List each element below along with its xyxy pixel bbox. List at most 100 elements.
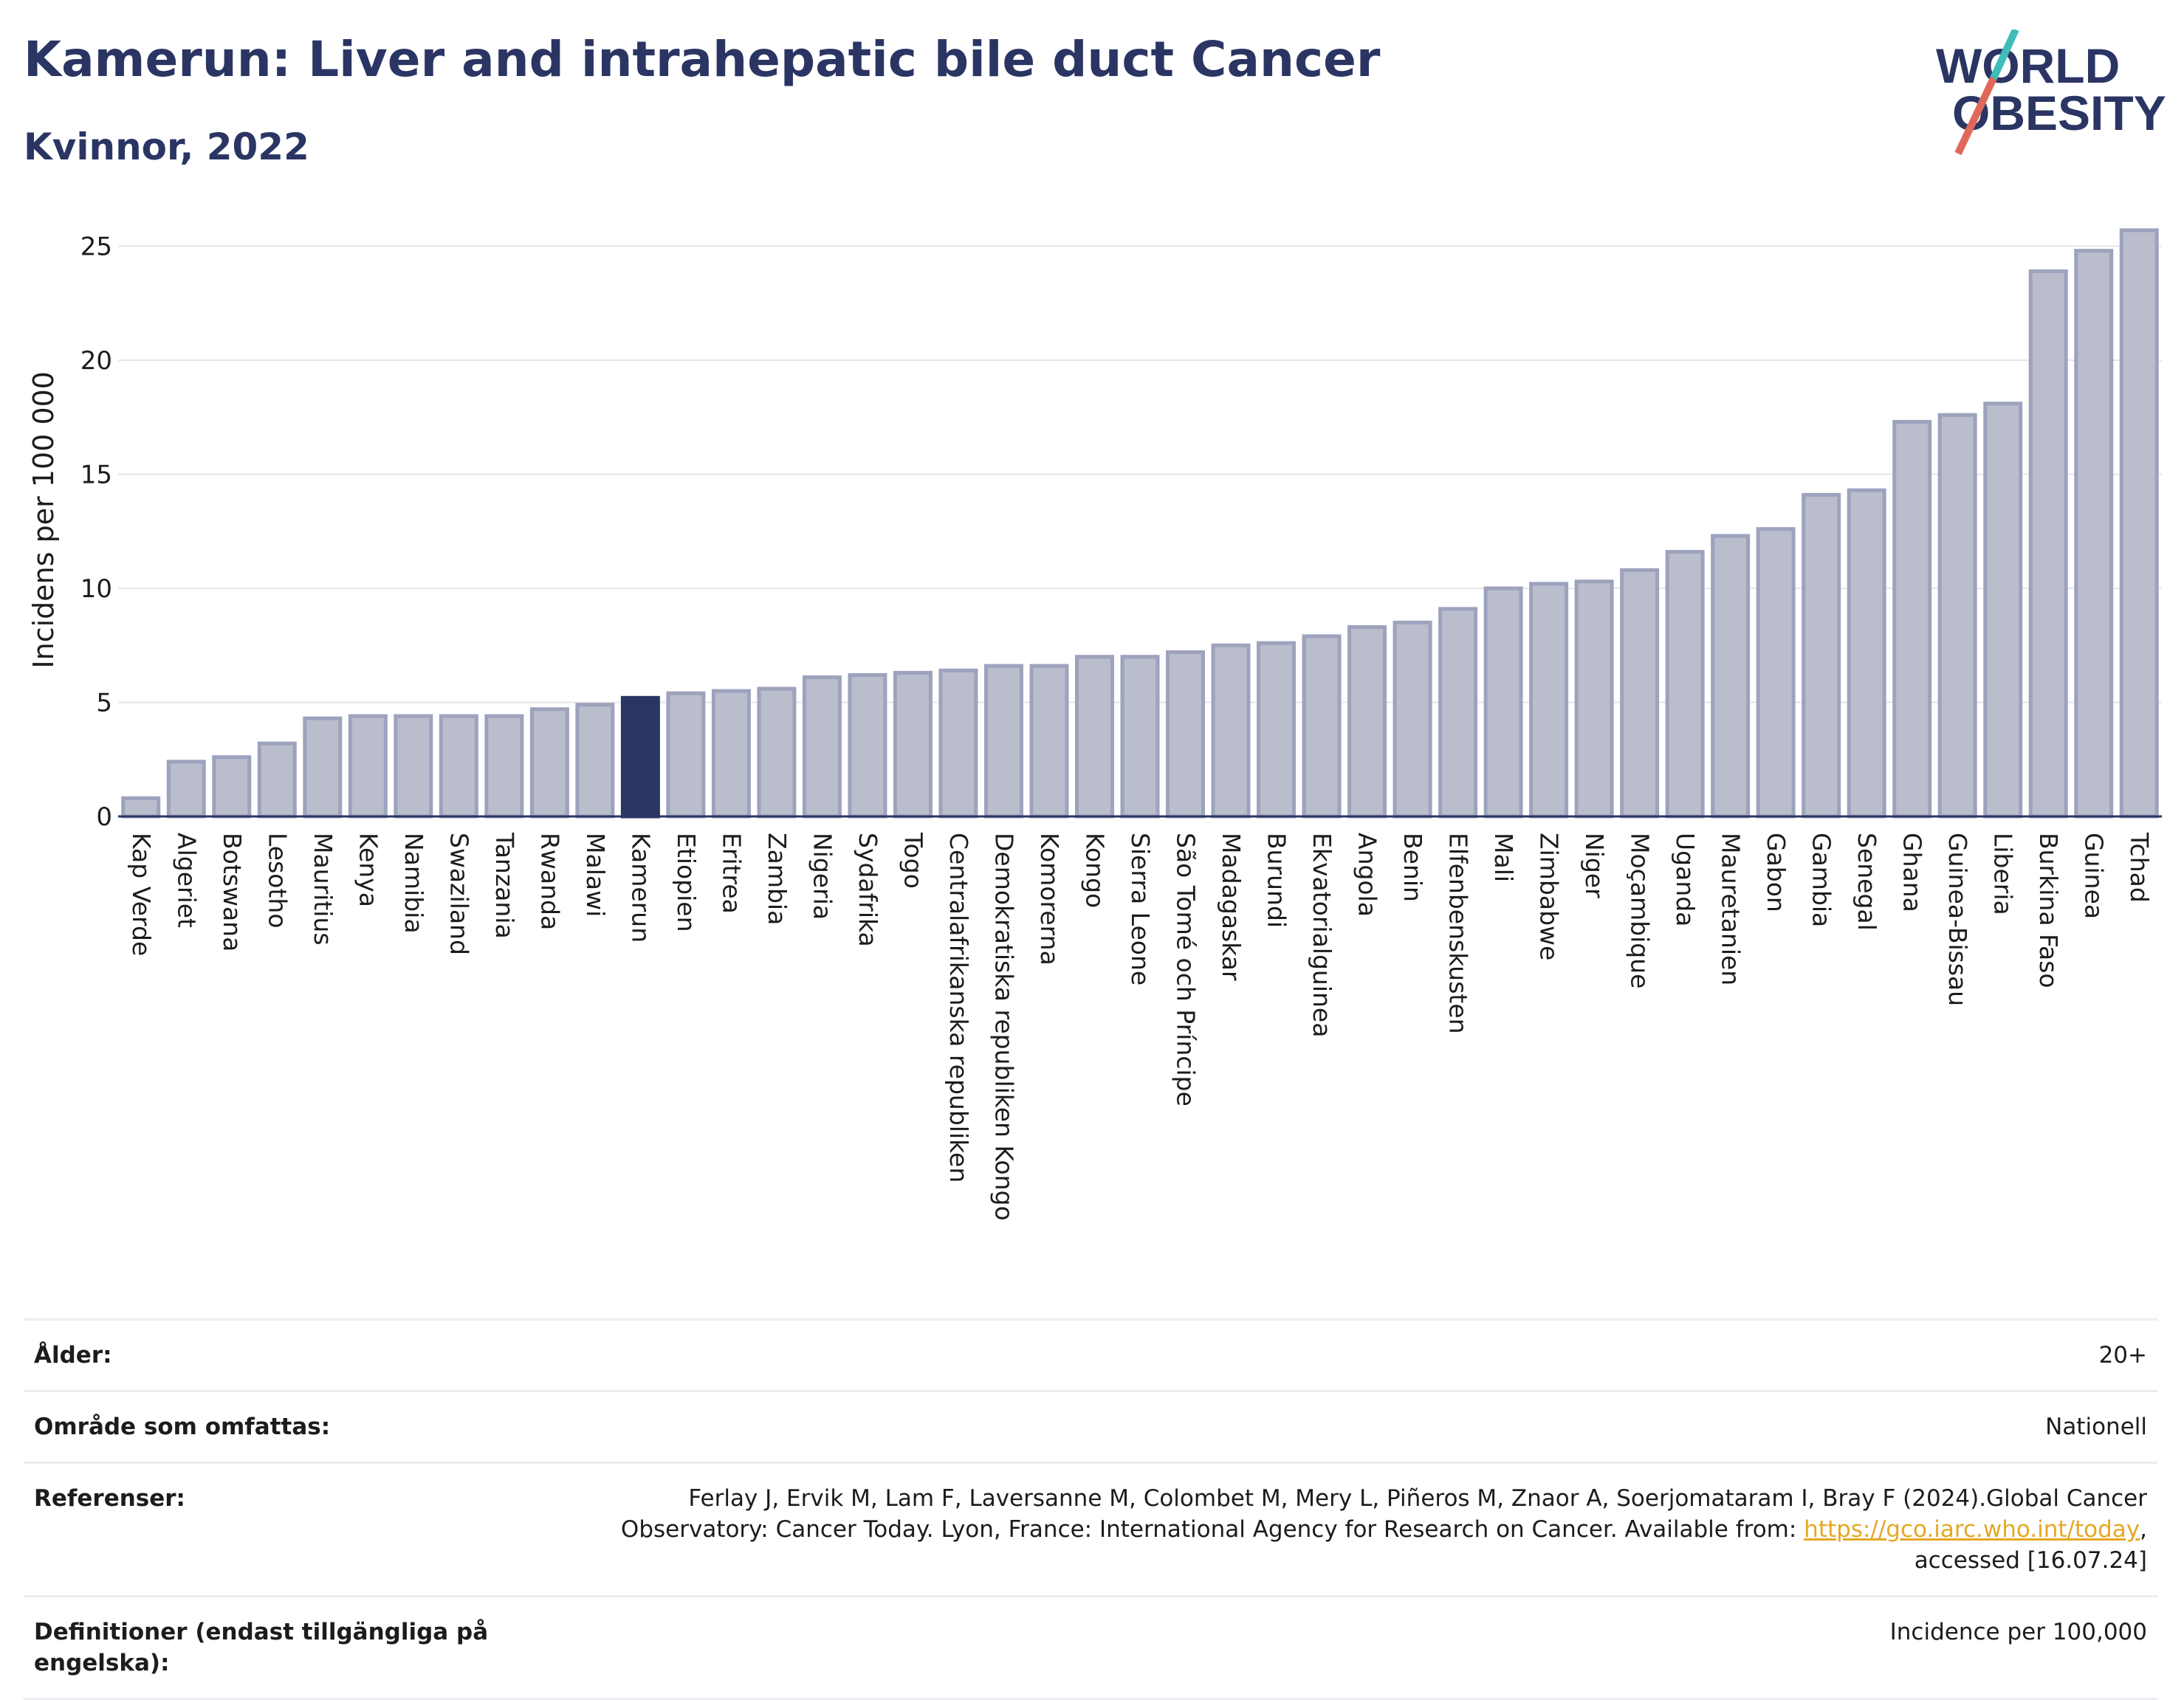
bar-namibia	[394, 714, 433, 819]
x-tick-label: Botswana	[218, 833, 247, 951]
x-tick-label: Ekvatorialguinea	[1308, 833, 1336, 1037]
bar-madagaskar	[1211, 643, 1251, 819]
world-obesity-logo: WORLD OBESITY	[1936, 30, 2166, 156]
info-value-area: Nationell	[2045, 1414, 2147, 1440]
x-tick-label: Madagaskar	[1217, 833, 1246, 981]
x-tick-label: Etiopien	[672, 833, 701, 932]
x-tick-labels: Kap Verde Algeriet Botswana Lesotho Mauritiu…	[127, 832, 2154, 1221]
x-tick-label: Nigeria	[808, 833, 837, 920]
x-tick-label: Kenya	[354, 833, 382, 907]
bar-etiopien	[666, 691, 706, 819]
x-tick-label: Zambia	[763, 833, 791, 925]
x-tick-label: Tanzania	[490, 832, 519, 939]
info-key-definitions: Definitioner (endast tillgängliga på eng…	[34, 1619, 489, 1676]
bar-burkina-faso	[2028, 269, 2068, 819]
x-tick-label: São Tomé och Príncipe	[1172, 833, 1201, 1107]
y-tick-label: 15	[80, 461, 112, 490]
bar-senegal	[1847, 488, 1886, 819]
y-tick-label: 5	[96, 689, 112, 718]
bar-gabon	[1756, 527, 1796, 819]
bar-niger	[1574, 579, 1614, 819]
bar-mauritius	[303, 716, 343, 819]
bar-sydafrika	[848, 672, 887, 819]
bar-angola	[1347, 625, 1387, 819]
bar-malawi	[575, 703, 615, 819]
info-key-age: Ålder:	[34, 1342, 112, 1369]
x-tick-label: Namibia	[399, 833, 428, 934]
x-tick-label: Niger	[1580, 833, 1609, 898]
bars	[121, 228, 2159, 819]
x-tick-label: Centralafrikanska republiken	[944, 833, 973, 1183]
info-row-area: Område som omfattas: Nationell	[24, 1390, 2157, 1462]
bar-centralafrikanska-republiken	[938, 668, 978, 819]
info-row-references: Referenser: Ferlay J, Ervik M, Lam F, La…	[24, 1462, 2157, 1595]
bar-ekvatorialguinea	[1302, 634, 1342, 819]
y-tick-label: 25	[80, 233, 112, 262]
x-tick-label: Angola	[1353, 833, 1382, 917]
bar-botswana	[212, 755, 252, 819]
bar-guinea	[2074, 249, 2114, 819]
info-value-references: Ferlay J, Ervik M, Lam F, Laversanne M, …	[538, 1483, 2147, 1576]
bar-tchad	[2119, 228, 2159, 819]
info-value-age: 20+	[2098, 1342, 2147, 1369]
x-tick-label: Guinea	[2080, 833, 2109, 919]
reference-link[interactable]: https://gco.iarc.who.int/today	[1804, 1516, 2140, 1543]
bar-zambia	[757, 686, 797, 819]
x-tick-label: Demokratiska republiken Kongo	[989, 833, 1018, 1221]
x-tick-label: Senegal	[1852, 833, 1881, 931]
x-tick-label: Algeriet	[172, 833, 201, 928]
x-tick-label: Malawi	[581, 833, 610, 917]
x-tick-label: Burundi	[1263, 833, 1291, 928]
x-tick-label: Mauretanien	[1717, 833, 1745, 985]
chart-subtitle: Kvinnor, 2022	[24, 125, 309, 168]
bar-guinea-bissau	[1937, 413, 1977, 819]
bar-elfenbenskusten	[1438, 607, 1478, 819]
x-tick-label: Guinea-Bissau	[1943, 833, 1972, 1006]
bar-kongo	[1074, 655, 1114, 819]
y-axis-label: Incidens per 100 000	[27, 371, 60, 669]
bar-ghana	[1892, 419, 1932, 819]
y-tick-label: 0	[96, 802, 112, 832]
bar-kamerun	[620, 695, 660, 819]
bar-mo-ambique	[1620, 568, 1660, 819]
info-value-definitions: Incidence per 100,000	[1889, 1619, 2147, 1645]
bar-burundi	[1257, 641, 1297, 819]
bar-lesotho	[257, 741, 297, 819]
bar-gambia	[1802, 492, 1841, 819]
logo-slash-teal	[1990, 30, 2019, 80]
bar-rwanda	[529, 707, 569, 819]
x-tick-label: Komorerna	[1035, 833, 1064, 966]
reference-line2-post: ,	[2140, 1516, 2147, 1543]
y-tick-labels: 0 5 10 15 20 25	[80, 233, 112, 833]
logo-line1: WORLD	[1936, 38, 2120, 93]
x-tick-label: Swaziland	[444, 833, 473, 955]
bar-mali	[1483, 586, 1523, 819]
info-row-age: Ålder: 20+	[24, 1318, 2157, 1390]
x-tick-label: Gambia	[1807, 833, 1836, 927]
bar-algeriet	[166, 760, 206, 819]
bar-togo	[893, 670, 933, 819]
info-row-definitions: Definitioner (endast tillgängliga på eng…	[24, 1595, 2157, 1700]
x-tick-label: Kongo	[1080, 833, 1109, 908]
info-key-area: Område som omfattas:	[34, 1414, 331, 1440]
chart-title: Kamerun: Liver and intrahepatic bile duc…	[24, 31, 1381, 88]
bar-uganda	[1665, 550, 1705, 819]
reference-line2-pre: Observatory: Cancer Today. Lyon, France:…	[620, 1516, 1804, 1543]
bar-mauretanien	[1711, 534, 1751, 819]
x-tick-label: Mali	[1489, 833, 1518, 882]
bar-sierra-leone	[1120, 655, 1160, 819]
x-tick-label: Benin	[1398, 833, 1427, 902]
bar-nigeria	[802, 675, 842, 819]
bar-chart: 0 5 10 15 20 25 Kap Verde Algeriet Botswana Leso…	[27, 228, 2162, 1221]
y-tick-label: 10	[80, 574, 112, 604]
x-tick-label: Liberia	[1989, 833, 2018, 915]
x-tick-label: Ghana	[1898, 833, 1927, 912]
x-tick-label: Rwanda	[535, 833, 564, 930]
bar-tanzania	[484, 714, 524, 819]
info-table: Ålder: 20+ Område som omfattas: Nationel…	[24, 1318, 2157, 1700]
x-tick-label: Burkina Faso	[2034, 833, 2063, 988]
x-tick-label: Moçambique	[1626, 833, 1655, 988]
x-tick-label: Gabon	[1762, 833, 1790, 912]
bar-demokratiska-republiken-kongo	[983, 664, 1023, 819]
bar-komorerna	[1029, 664, 1069, 819]
